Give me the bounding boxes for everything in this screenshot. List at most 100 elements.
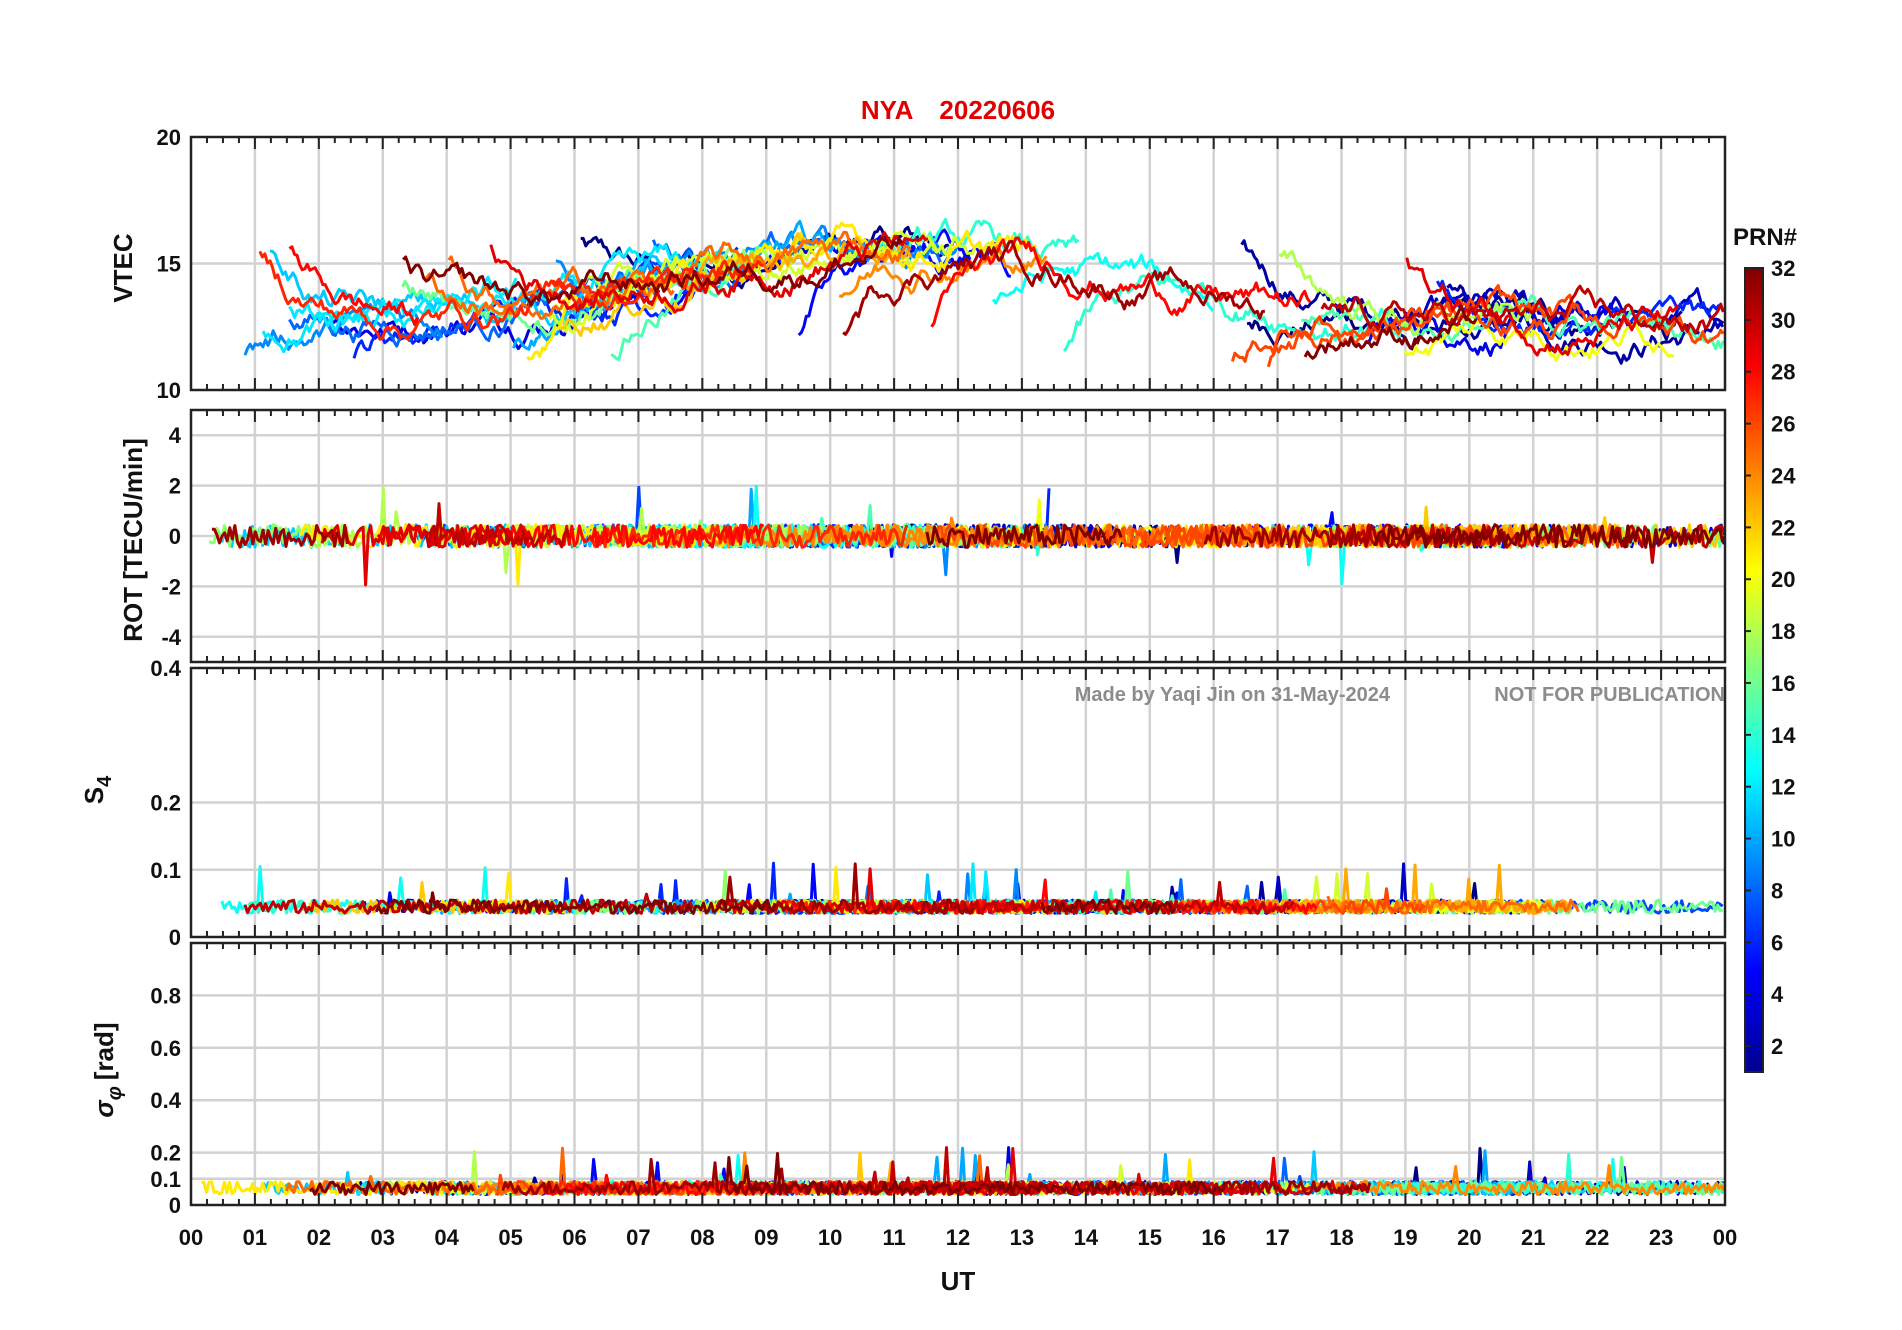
y-tick-label: 0 — [169, 524, 181, 549]
panel-tick-marks — [190, 943, 1726, 1205]
watermark-notice: NOT FOR PUBLICATION — [1494, 684, 1725, 706]
y-tick-label: 2 — [169, 474, 181, 499]
x-tick-label: 19 — [1393, 1225, 1417, 1250]
y-tick-label: -4 — [161, 625, 181, 650]
series-line-prn-29 — [320, 523, 503, 587]
colorbar-tick-label: 22 — [1771, 515, 1795, 540]
panel-2: -4 -2 0 2 4 ROT [TECU/min] — [118, 408, 1727, 664]
y-tick-label: 20 — [157, 125, 181, 150]
x-tick-label: 11 — [882, 1225, 905, 1250]
series-line-prn-32 — [1040, 898, 1176, 915]
x-tick-label: 05 — [498, 1225, 522, 1250]
colorbar-tick-label: 18 — [1771, 619, 1795, 644]
panel-tick-marks — [190, 668, 1726, 937]
series-line-prn-28 — [930, 236, 1312, 328]
x-tick-label: 18 — [1329, 1225, 1353, 1250]
x-axis-label: UT — [941, 1266, 976, 1296]
colorbar-tick-label: 16 — [1771, 671, 1795, 696]
y-tick-label: 0.2 — [150, 1141, 181, 1166]
series-line-prn-3 — [1386, 287, 1725, 332]
x-tick-label: 01 — [243, 1225, 267, 1250]
series-group — [201, 1146, 1726, 1196]
y-tick-label: 0 — [169, 925, 181, 950]
series-group — [243, 217, 1726, 368]
colorbar-tick-label: 2 — [1771, 1034, 1783, 1059]
series-line-prn-13 — [991, 252, 1215, 312]
panel-3: 0 0.1 0.2 0.4 S4 — [79, 656, 1727, 950]
y-tick-label: 0.4 — [150, 656, 181, 681]
panel-grid — [191, 943, 1725, 1205]
series-line-prn-27 — [588, 523, 909, 549]
colorbar-tick-label: 14 — [1771, 723, 1796, 748]
y-tick-label: 0.8 — [150, 983, 181, 1008]
series-group — [208, 484, 1726, 587]
x-tick-label: 02 — [307, 1225, 331, 1250]
x-tick-label: 16 — [1201, 1225, 1225, 1250]
series-line-prn-32 — [724, 1152, 1227, 1196]
y-tick-label: 0.1 — [150, 858, 181, 883]
y-tick-label: 0.1 — [150, 1167, 181, 1192]
series-group — [220, 861, 1724, 915]
figure-title: NYA 20220606 — [861, 95, 1055, 125]
y-axis-label: ROT [TECU/min] — [118, 438, 148, 642]
x-tick-label: 07 — [626, 1225, 650, 1250]
series-line-prn-32 — [374, 891, 777, 915]
x-tick-label: 21 — [1521, 1225, 1545, 1250]
series-line-prn-32 — [1373, 523, 1726, 549]
series-line-prn-26 — [934, 523, 1249, 549]
y-axis-label: σφ[rad] — [89, 1022, 126, 1117]
series-line-prn-24 — [1288, 1164, 1726, 1196]
colorbar-tick-label: 24 — [1771, 463, 1796, 488]
colorbar-tick-label: 4 — [1771, 982, 1784, 1007]
x-tick-label: 15 — [1138, 1225, 1162, 1250]
y-axis-label: S4 — [79, 775, 116, 804]
x-tick-label: 22 — [1585, 1225, 1609, 1250]
series-line-prn-32 — [925, 523, 1123, 549]
y-tick-label: 10 — [157, 378, 181, 403]
x-tick-label: 17 — [1265, 1225, 1289, 1250]
date-label: 20220606 — [939, 95, 1055, 125]
panel-tick-marks — [190, 410, 1726, 662]
series-line-prn-24 — [838, 244, 1048, 298]
colorbar-tick-label: 8 — [1771, 878, 1783, 903]
series-line-prn-28 — [288, 245, 419, 326]
panel-4: 00.10.2 0.4 0.6 0.8 σφ[rad] — [89, 941, 1727, 1218]
colorbar-tick-label: 12 — [1771, 775, 1795, 800]
station-name: NYA — [861, 95, 914, 125]
watermark-author: Made by Yaqi Jin on 31-May-2024 — [1075, 684, 1391, 706]
x-tick-label: 14 — [1074, 1225, 1099, 1250]
x-tick-label: 08 — [690, 1225, 714, 1250]
y-axis-label: VTEC — [108, 233, 138, 303]
colorbar-tick-label: 10 — [1771, 827, 1795, 852]
series-line-prn-32 — [308, 1180, 475, 1196]
x-tick-label: 23 — [1649, 1225, 1673, 1250]
series-line-prn-12 — [261, 275, 518, 354]
colorbar-tick-label: 30 — [1771, 308, 1795, 333]
y-tick-label: -2 — [161, 574, 181, 599]
x-tick-label: 10 — [818, 1225, 842, 1250]
x-tick-label: 12 — [946, 1225, 970, 1250]
series-line-prn-32 — [402, 236, 903, 307]
x-tick-label: 09 — [754, 1225, 778, 1250]
series-line-prn-26 — [1138, 523, 1492, 549]
y-tick-label: 0.4 — [150, 1088, 181, 1113]
y-tick-label: 0.6 — [150, 1036, 181, 1061]
colorbar-tick-label: 28 — [1771, 360, 1795, 385]
x-tick-label: 03 — [371, 1225, 395, 1250]
series-line-prn-30 — [1320, 284, 1725, 335]
y-tick-label: 0.2 — [150, 791, 181, 816]
series-line-prn-29 — [1405, 257, 1680, 357]
x-axis-ticks: 00 01 02 03 04 05 06 07 08 09 10 11 12 13 14 15 16 17 18 19… — [179, 1225, 1737, 1250]
panel-1: 10 15 20 VTEC — [108, 125, 1727, 403]
x-tick-label: 04 — [434, 1225, 459, 1250]
series-line-prn-31 — [211, 523, 349, 549]
colorbar-tick-label: 32 — [1771, 256, 1795, 281]
series-line-prn-32 — [1303, 304, 1478, 360]
series-line-prn-2 — [1446, 283, 1725, 365]
colorbar-gradient — [1744, 267, 1764, 1073]
series-line-prn-31 — [842, 239, 1266, 336]
